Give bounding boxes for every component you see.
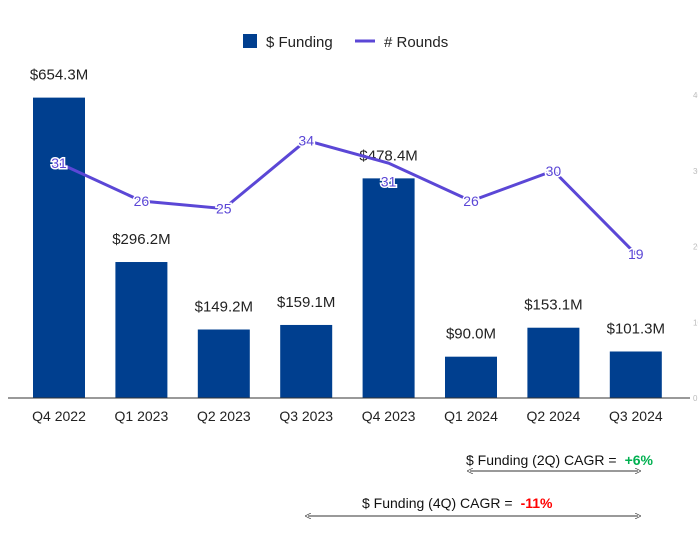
cagr-2q-value: +6%	[625, 452, 654, 468]
x-tick-label: Q1 2023	[115, 408, 169, 424]
x-tick-label: Q2 2023	[197, 408, 251, 424]
legend-swatch-funding	[243, 34, 257, 48]
bar-funding	[609, 351, 662, 398]
rounds-data-label: 26	[463, 193, 479, 209]
rounds-data-label: 19	[628, 246, 644, 262]
x-tick-label: Q2 2024	[527, 408, 581, 424]
legend-label-funding: $ Funding	[266, 34, 333, 51]
cagr-4q-value: -11%	[521, 495, 553, 511]
x-tick-label: Q1 2024	[444, 408, 498, 424]
rounds-data-label: 30	[546, 163, 562, 179]
bar-funding	[33, 97, 85, 398]
rounds-data-label: 31	[381, 173, 397, 189]
x-tick-label: Q4 2022	[32, 408, 86, 424]
x-tick-label: Q3 2023	[279, 408, 333, 424]
bar-funding	[197, 329, 250, 398]
bar-funding	[280, 324, 333, 398]
right-axis-tick: 30	[693, 167, 698, 176]
bar-data-label: $90.0M	[446, 326, 496, 343]
cagr-2q-label: $ Funding (2Q) CAGR =	[466, 452, 617, 468]
right-axis-tick: 10	[693, 318, 698, 327]
legend-label-rounds: # Rounds	[384, 34, 448, 51]
bar-funding	[445, 356, 497, 398]
bar-data-label: $101.3M	[607, 320, 665, 337]
right-axis-tick: 20	[693, 243, 698, 252]
rounds-data-label: 34	[298, 132, 314, 148]
bar-funding	[362, 178, 415, 398]
legend: $ Funding # Rounds	[243, 34, 448, 51]
bar-data-label: $153.1M	[524, 297, 582, 314]
bar-funding	[527, 327, 580, 398]
right-axis-tick: 0	[693, 394, 698, 403]
x-tick-label: Q3 2024	[609, 408, 663, 424]
x-tick-label: Q4 2023	[362, 408, 416, 424]
rounds-data-label: 26	[134, 193, 150, 209]
bar-data-label: $296.2M	[112, 231, 170, 248]
rounds-data-label: 31	[51, 155, 67, 171]
cagr-4q-label: $ Funding (4Q) CAGR =	[362, 495, 513, 511]
rounds-data-label: 25	[216, 201, 232, 217]
cagr-annotations: $ Funding (2Q) CAGR = +6% $ Funding (4Q)…	[308, 452, 654, 516]
bar-data-label: $149.2M	[195, 299, 253, 316]
bar-funding	[115, 262, 168, 398]
bar-data-label: $654.3M	[30, 67, 88, 84]
right-axis-tick: 40	[693, 91, 698, 100]
bar-data-label: $159.1M	[277, 294, 335, 311]
rounds-line	[58, 138, 637, 256]
